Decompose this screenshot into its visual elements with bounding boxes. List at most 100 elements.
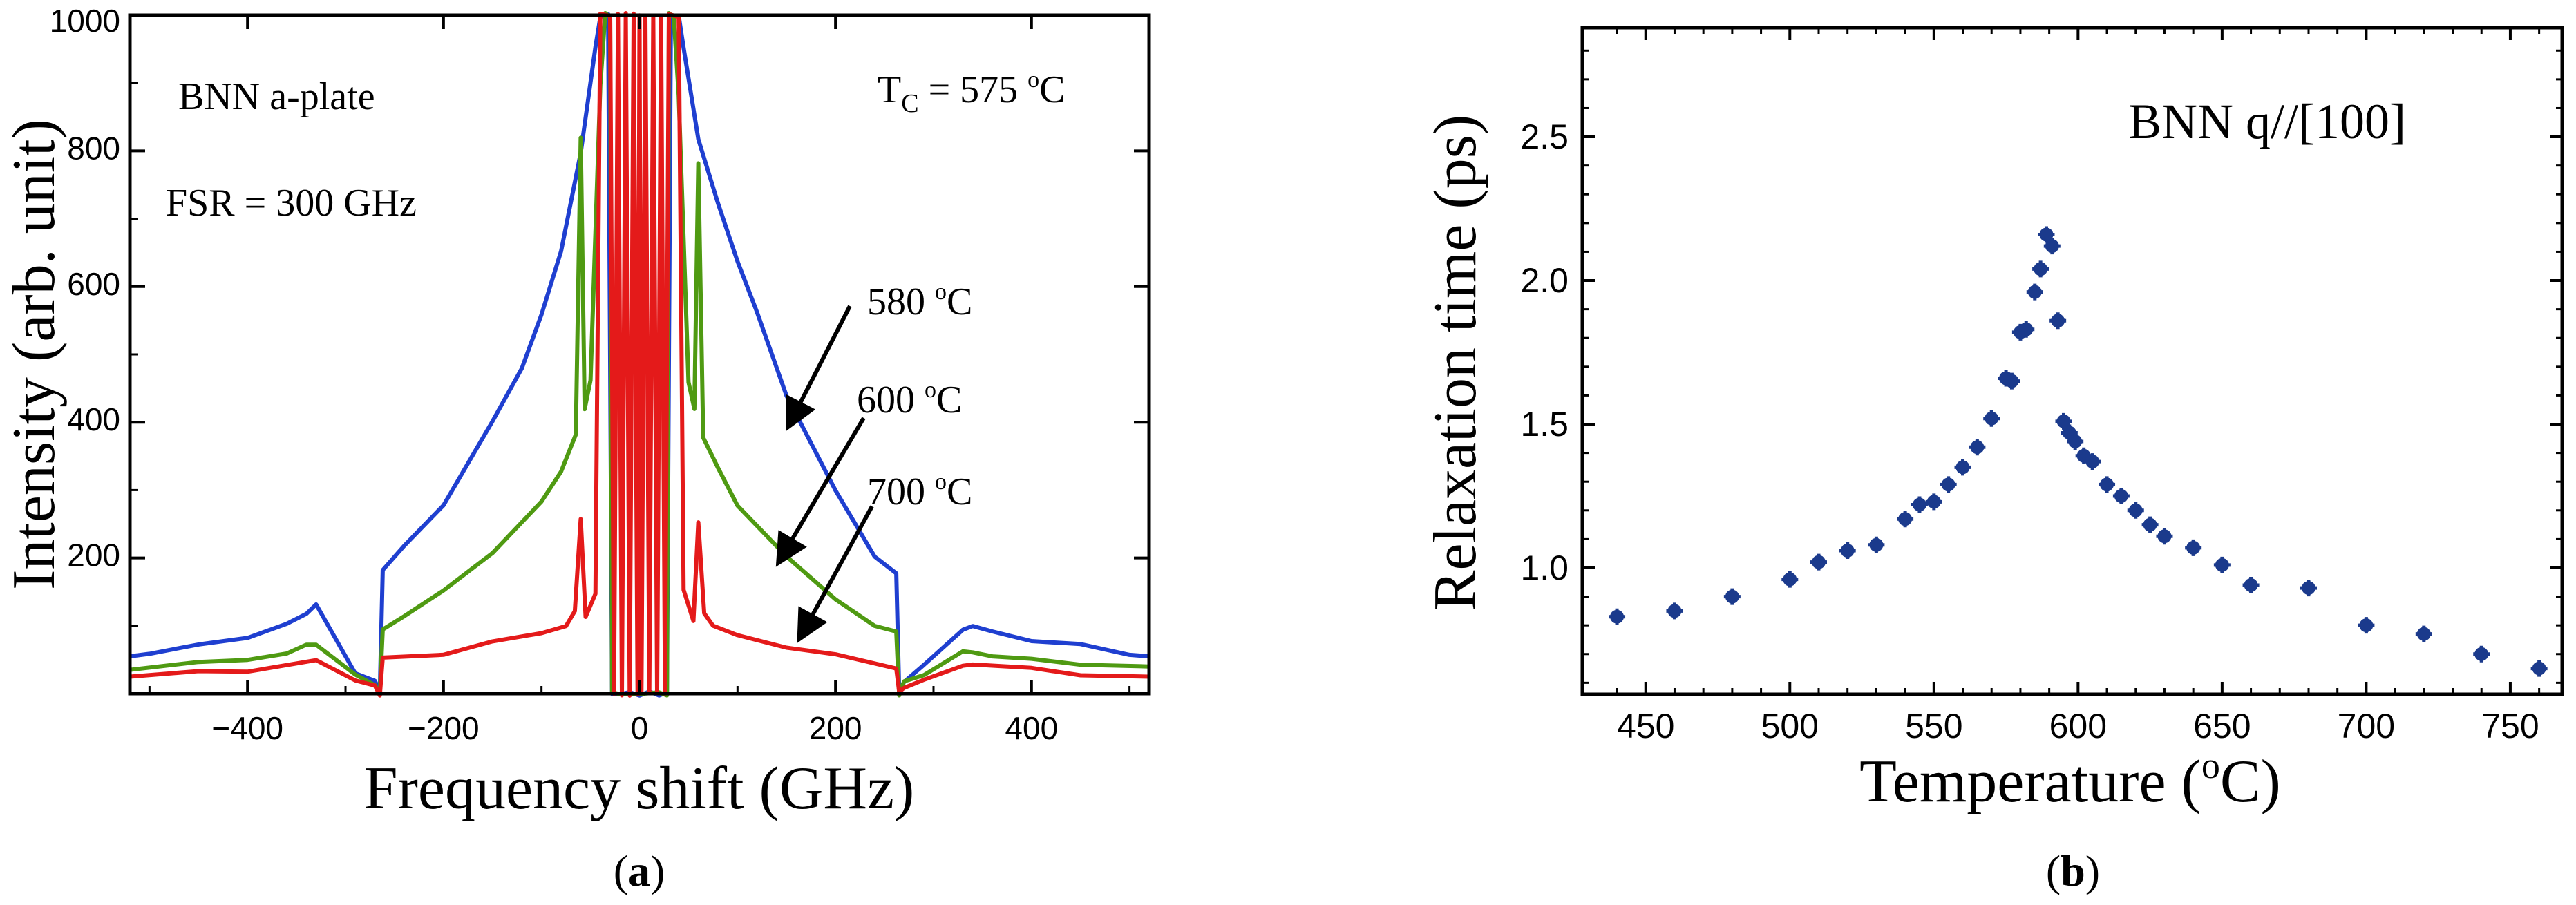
panel-a-y-tick-label: 400 — [67, 401, 120, 437]
data-point-cross — [2043, 238, 2061, 255]
data-point — [1969, 439, 1986, 456]
panel-a-y-ticks: 200 400 600 800 1000 — [50, 3, 1149, 627]
panel-a-x-tick-label: −200 — [408, 710, 480, 746]
data-point — [1897, 511, 1914, 528]
panel-b-plot-frame — [1580, 26, 2564, 696]
panel-a-x-ticks: −400 −200 0 200 400 — [148, 15, 1131, 746]
temp-label-600: 600 oC — [857, 377, 962, 421]
data-point-cross — [2530, 660, 2548, 677]
data-point — [2067, 432, 2084, 450]
data-point-cross — [1781, 571, 1799, 588]
panel-a-sample-label: BNN a-plate — [178, 75, 375, 118]
data-point — [1666, 602, 1683, 620]
temp-label-580: 580 oC — [867, 279, 972, 323]
data-point-cross — [2213, 556, 2231, 573]
data-point — [2038, 226, 2055, 243]
data-point-cross — [1983, 410, 2000, 427]
data-point — [1983, 410, 2000, 427]
data-point — [2300, 580, 2317, 597]
data-point — [2185, 539, 2202, 556]
panel-b-y-ticks: 1.0 1.5 2.0 2.5 — [1520, 49, 2562, 684]
temp-label-700: 700 oC — [867, 469, 972, 513]
data-point-cross — [1723, 588, 1741, 605]
data-point — [1925, 493, 1942, 511]
data-point-cross — [1940, 476, 1957, 493]
data-point-cross — [2242, 576, 2260, 593]
panel-a-x-tick-label: 200 — [809, 710, 862, 746]
data-point-cross — [2055, 412, 2072, 430]
panel-b-chart: 450 500 550 600 650 700 750 1.0 1.5 2.0 2.5 BNN q… — [1422, 26, 2564, 895]
panel-a-x-tick-label: 0 — [631, 710, 649, 746]
data-point-cross — [2026, 283, 2043, 301]
data-point — [2032, 260, 2049, 278]
data-point — [2358, 617, 2375, 634]
data-point — [2055, 412, 2072, 430]
data-point — [1723, 588, 1741, 605]
panel-a-caption: (a) — [614, 846, 665, 895]
data-point-cross — [2049, 312, 2067, 330]
data-point — [2213, 556, 2231, 573]
panel-a-tc-label: TC = 575 oC — [878, 67, 1066, 118]
data-point — [2099, 476, 2116, 493]
data-point — [1940, 476, 1957, 493]
data-point-cross — [1839, 542, 1856, 560]
data-point — [2049, 312, 2067, 330]
data-point-cross — [2156, 528, 2173, 545]
data-point — [2018, 321, 2035, 338]
data-point-cross — [2141, 516, 2159, 533]
data-point-cross — [2038, 226, 2055, 243]
panel-a-y-tick-label: 200 — [67, 537, 120, 573]
panel-b-y-tick-label: 2.0 — [1520, 261, 1569, 300]
panel-a-x-tick-label: −400 — [211, 710, 283, 746]
data-point — [2141, 516, 2159, 533]
panel-b-x-tick-label: 500 — [1761, 707, 1819, 745]
panel-b-x-ticks: 450 500 550 600 650 700 750 — [1616, 28, 2541, 745]
panel-b-y-axis-title: Relaxation time (ps) — [1422, 115, 1489, 611]
panel-b-y-tick-label: 1.5 — [1520, 405, 1569, 444]
data-point-cross — [2018, 321, 2035, 338]
panel-b-legend-text: BNN q//[100] — [2128, 94, 2406, 149]
data-point — [1810, 553, 1827, 571]
data-point-cross — [1925, 493, 1942, 511]
data-point-cross — [2473, 645, 2490, 663]
data-point — [1954, 459, 1971, 476]
panel-a-y-axis-title: Intensity (arb. unit) — [1, 119, 68, 590]
data-point — [1911, 496, 1928, 513]
data-point-cross — [1897, 511, 1914, 528]
data-point — [1868, 536, 1885, 553]
data-point — [2084, 453, 2101, 470]
panel-b-points-group — [1609, 226, 2548, 677]
data-point — [2473, 645, 2490, 663]
panel-b-x-axis-title: Temperature (oC) — [1859, 745, 2281, 815]
data-point — [2043, 238, 2061, 255]
data-point-cross — [2358, 617, 2375, 634]
data-point-cross — [2099, 476, 2116, 493]
data-point-cross — [2084, 453, 2101, 470]
panel-a-y-tick-label: 800 — [67, 130, 120, 166]
data-point — [1609, 608, 1626, 625]
data-point-cross — [2127, 502, 2144, 519]
data-point — [1839, 542, 1856, 560]
data-point-cross — [1911, 496, 1928, 513]
data-point-cross — [2185, 539, 2202, 556]
panel-a-y-tick-label: 1000 — [50, 3, 120, 39]
panel-b-x-tick-label: 750 — [2481, 707, 2539, 745]
data-point-cross — [2032, 260, 2049, 278]
data-point — [2112, 487, 2130, 504]
panel-b-x-tick-label: 600 — [2049, 707, 2107, 745]
panel-b-x-tick-label: 650 — [2193, 707, 2251, 745]
data-point-cross — [2003, 372, 2020, 390]
data-point-cross — [2067, 432, 2084, 450]
data-point-cross — [1954, 459, 1971, 476]
arrow-600 — [775, 417, 866, 567]
panel-a-x-tick-label: 400 — [1005, 710, 1058, 746]
panel-a-chart: −400 −200 0 200 400 200 400 600 800 1000 Frequen… — [1, 3, 1151, 895]
panel-a-x-axis-title: Frequency shift (GHz) — [364, 755, 915, 822]
data-point-cross — [2112, 487, 2130, 504]
data-point — [2530, 660, 2548, 677]
data-point-cross — [2300, 580, 2317, 597]
data-point — [1781, 571, 1799, 588]
data-point — [2242, 576, 2260, 593]
panel-b-x-tick-label: 550 — [1905, 707, 1962, 745]
panel-a-fsr-label: FSR = 300 GHz — [166, 182, 417, 225]
